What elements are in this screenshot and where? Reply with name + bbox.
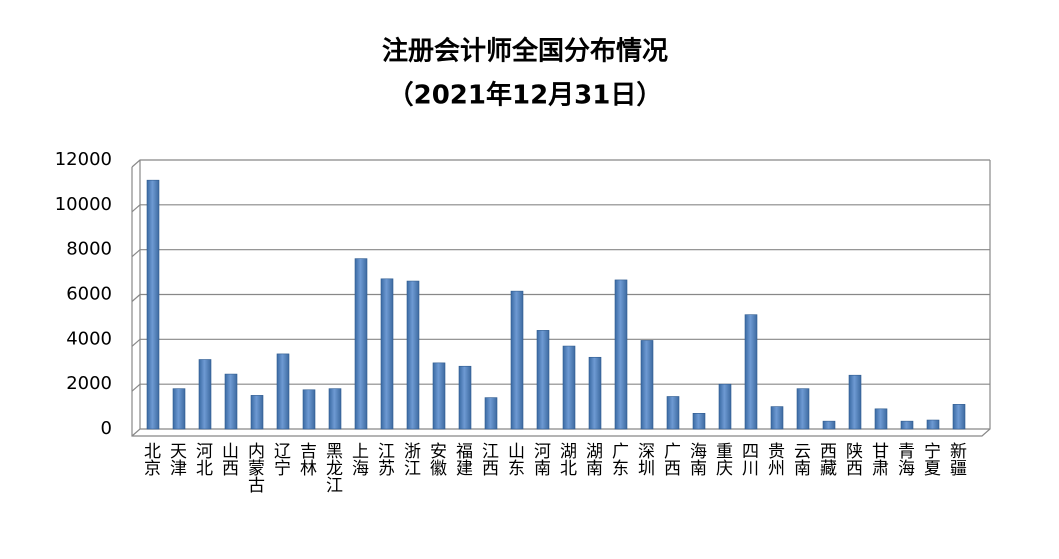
bar <box>276 353 290 430</box>
bar <box>302 389 316 430</box>
bar <box>458 365 472 430</box>
grid-line <box>131 204 990 213</box>
x-tick-label: 北京 <box>140 442 161 477</box>
chart-subtitle: （2021年12月31日） <box>388 80 663 111</box>
x-tick-label: 深圳 <box>634 442 655 476</box>
bar <box>822 420 836 430</box>
x-tick-label: 山西 <box>218 442 238 476</box>
bar <box>718 383 732 430</box>
bar <box>666 396 680 430</box>
bar <box>692 413 706 430</box>
grid-line <box>131 249 990 258</box>
bar <box>224 373 238 430</box>
bar <box>562 345 576 430</box>
bar <box>536 330 550 430</box>
x-tick-label: 河南 <box>530 442 551 476</box>
x-tick-label: 四川 <box>738 442 759 476</box>
bar <box>354 258 368 430</box>
grid-line <box>131 428 990 437</box>
x-tick-label: 广东 <box>608 442 629 476</box>
x-tick-label: 甘肃 <box>868 442 889 476</box>
bar <box>614 279 628 430</box>
x-tick-label: 陕西 <box>842 442 862 476</box>
bar <box>926 419 940 430</box>
grid-line <box>131 338 990 347</box>
bar <box>198 359 212 430</box>
bar <box>770 406 784 430</box>
bar <box>328 388 342 430</box>
x-tick-label: 海南 <box>686 442 707 476</box>
bar <box>380 278 394 430</box>
y-tick-label: 8000 <box>66 239 112 260</box>
bar <box>406 280 420 430</box>
x-tick-label: 广西 <box>660 442 681 476</box>
x-tick-label: 山东 <box>504 442 524 476</box>
x-tick-label: 西藏 <box>816 442 837 477</box>
bar <box>874 408 888 430</box>
x-tick-label: 宁夏 <box>920 442 941 476</box>
bar <box>848 374 862 430</box>
x-tick-label: 湖南 <box>582 442 603 476</box>
y-tick-label: 4000 <box>66 328 112 349</box>
bar <box>900 420 914 430</box>
y-tick-label: 0 <box>101 418 112 439</box>
x-tick-label: 吉林 <box>296 442 317 476</box>
x-tick-label: 天津 <box>166 442 187 476</box>
bar <box>146 179 160 430</box>
chart-title: 注册会计师全国分布情况 <box>382 36 668 67</box>
y-tick-label: 12000 <box>55 149 112 170</box>
bar <box>172 388 186 430</box>
x-tick-label: 上海 <box>348 442 369 477</box>
x-tick-label: 福建 <box>452 442 473 476</box>
x-tick-label: 辽宁 <box>270 442 291 476</box>
grid-line <box>131 159 990 168</box>
x-tick-label: 内蒙古 <box>244 442 265 493</box>
x-tick-label: 河北 <box>192 442 213 476</box>
x-tick-label: 江西 <box>478 442 499 476</box>
bar <box>588 356 602 430</box>
x-tick-label: 湖北 <box>556 442 577 476</box>
x-tick-label: 重庆 <box>712 442 733 476</box>
x-tick-label: 青海 <box>894 442 915 477</box>
bar <box>432 362 446 430</box>
y-tick-label: 10000 <box>55 194 112 215</box>
bar <box>796 388 810 430</box>
grid-line <box>131 293 990 302</box>
bar <box>510 290 524 430</box>
bar <box>484 397 498 430</box>
x-tick-label: 黑龙江 <box>322 442 343 493</box>
y-tick-label: 6000 <box>66 284 112 305</box>
x-tick-label: 贵州 <box>764 442 785 476</box>
bar <box>250 395 264 430</box>
y-tick-label: 2000 <box>66 373 112 394</box>
bar <box>952 404 966 430</box>
x-tick-label: 江苏 <box>374 442 395 477</box>
x-tick-label: 云南 <box>790 442 811 476</box>
x-tick-label: 新疆 <box>946 442 967 476</box>
x-tick-label: 安徽 <box>426 442 447 476</box>
y-axis <box>131 160 991 437</box>
bar <box>744 314 758 430</box>
bar <box>640 340 654 430</box>
x-tick-label: 浙江 <box>400 442 421 476</box>
